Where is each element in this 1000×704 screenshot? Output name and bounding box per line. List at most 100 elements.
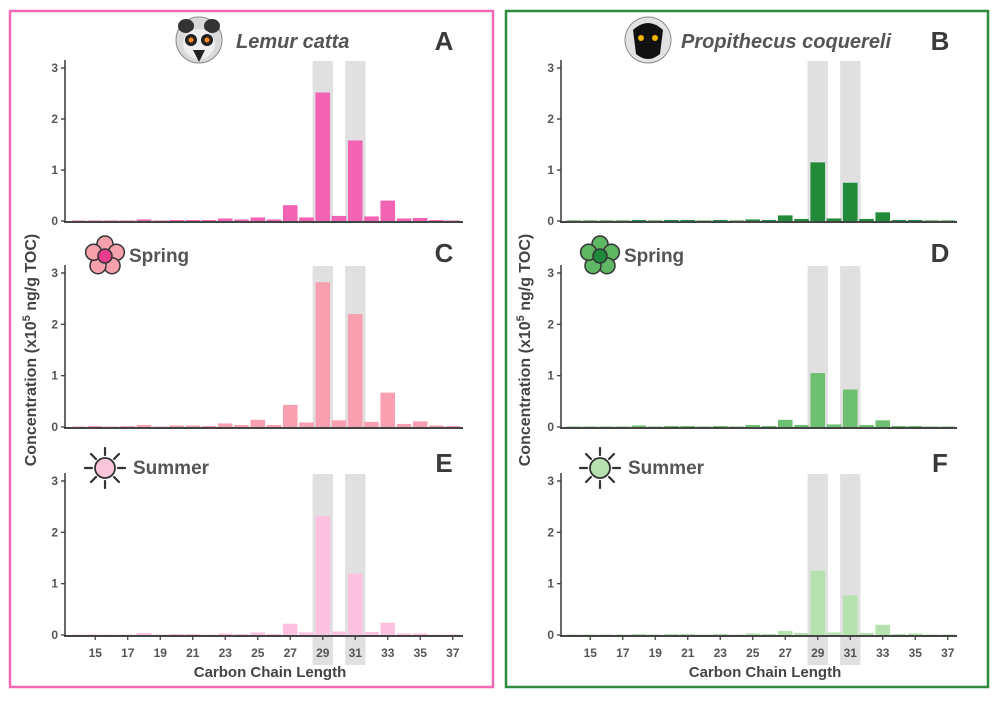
bar-A-c28 bbox=[299, 217, 314, 221]
bar-F-c31 bbox=[842, 595, 858, 635]
bar-B-c36 bbox=[924, 220, 939, 221]
bar-E-c19 bbox=[152, 634, 168, 635]
bar-D-c16 bbox=[599, 426, 614, 427]
y-axis-title-right: Concentration (x105 ng/g TOC) bbox=[515, 234, 534, 467]
bar-B-c15 bbox=[582, 220, 598, 221]
bar-D-c37 bbox=[940, 426, 956, 427]
xtick-label-F-27: 27 bbox=[779, 646, 793, 660]
bar-B-c23 bbox=[712, 219, 728, 221]
bar-C-c20 bbox=[169, 425, 184, 427]
bar-A-c27 bbox=[282, 205, 298, 221]
x-axis-title-left: Carbon Chain Length bbox=[194, 664, 347, 681]
ytick-label-E-2: 2 bbox=[51, 525, 58, 539]
bar-A-c32 bbox=[364, 216, 379, 221]
xtick-label-E-17: 17 bbox=[121, 646, 135, 660]
bar-C-c36 bbox=[429, 425, 444, 427]
ytick-label-F-2: 2 bbox=[547, 525, 554, 539]
ytick-label-E-3: 3 bbox=[51, 474, 58, 488]
bar-F-c28 bbox=[794, 632, 809, 635]
bar-D-c26 bbox=[761, 425, 777, 427]
panel-letter-C: C bbox=[435, 238, 454, 268]
xtick-label-E-31: 31 bbox=[349, 646, 363, 660]
bar-A-c30 bbox=[331, 215, 347, 221]
bar-D-c30 bbox=[826, 424, 842, 427]
bar-E-c15 bbox=[87, 634, 103, 635]
bar-E-c14 bbox=[71, 634, 87, 635]
bar-D-c15 bbox=[582, 426, 598, 427]
bar-F-c24 bbox=[729, 634, 744, 635]
summer-sun-icon-left bbox=[83, 446, 127, 490]
bar-B-c17 bbox=[615, 220, 631, 221]
bar-C-c25 bbox=[250, 419, 266, 427]
xtick-label-E-29: 29 bbox=[316, 646, 330, 660]
bar-E-c29 bbox=[315, 515, 331, 635]
bar-A-c14 bbox=[71, 220, 87, 221]
bar-F-c26 bbox=[761, 633, 777, 635]
bar-B-c18 bbox=[631, 219, 647, 221]
bar-C-c34 bbox=[396, 423, 412, 427]
bar-B-c21 bbox=[680, 219, 696, 221]
ytick-label-E-0: 0 bbox=[51, 628, 58, 642]
bar-C-c14 bbox=[71, 426, 87, 427]
ytick-label-B-2: 2 bbox=[547, 112, 554, 126]
x-axis-title-right: Carbon Chain Length bbox=[689, 664, 842, 681]
bar-D-c33 bbox=[875, 420, 891, 427]
ytick-label-C-2: 2 bbox=[51, 317, 58, 331]
bar-A-c16 bbox=[104, 220, 119, 221]
bar-C-c19 bbox=[152, 426, 168, 427]
ytick-label-D-2: 2 bbox=[547, 317, 554, 331]
bar-E-c27 bbox=[282, 623, 298, 635]
lemur-catta-icon bbox=[175, 16, 223, 64]
ytick-label-A-2: 2 bbox=[51, 112, 58, 126]
bar-E-c31 bbox=[347, 573, 363, 635]
bar-A-c17 bbox=[120, 220, 136, 221]
bar-E-c26 bbox=[266, 633, 282, 635]
bar-E-c28 bbox=[299, 632, 314, 635]
bar-B-c33 bbox=[875, 212, 891, 221]
y-axis-title-left: Concentration (x105 ng/g TOC) bbox=[21, 234, 40, 467]
bar-F-c22 bbox=[696, 634, 712, 635]
propithecus-icon bbox=[624, 16, 672, 64]
bar-B-c29 bbox=[810, 162, 826, 221]
panel-letter-F: F bbox=[932, 448, 948, 478]
bar-A-c21 bbox=[185, 219, 201, 221]
frame-right bbox=[504, 9, 990, 689]
bar-F-c29 bbox=[810, 570, 826, 635]
xtick-label-F-19: 19 bbox=[649, 646, 663, 660]
xtick-label-E-25: 25 bbox=[251, 646, 265, 660]
bar-B-c20 bbox=[664, 219, 679, 221]
bar-B-c34 bbox=[891, 219, 907, 221]
bar-B-c27 bbox=[777, 215, 793, 221]
bar-F-c23 bbox=[712, 633, 728, 635]
ytick-label-D-1: 1 bbox=[547, 369, 554, 383]
bar-E-c16 bbox=[104, 634, 119, 635]
bar-D-c25 bbox=[745, 424, 761, 427]
bar-A-c37 bbox=[445, 220, 461, 221]
bar-F-c15 bbox=[582, 634, 598, 635]
bar-A-c26 bbox=[266, 219, 282, 221]
bar-E-c25 bbox=[250, 632, 266, 635]
bar-A-c20 bbox=[169, 219, 184, 221]
season-label-spring-left: Spring bbox=[129, 246, 189, 267]
bar-E-c21 bbox=[185, 633, 201, 635]
bar-E-c20 bbox=[169, 633, 184, 635]
bar-B-c35 bbox=[907, 219, 923, 221]
bar-F-c25 bbox=[745, 633, 761, 635]
bar-D-c24 bbox=[729, 426, 744, 427]
bar-D-c32 bbox=[859, 424, 874, 427]
bar-B-c22 bbox=[696, 220, 712, 221]
bar-C-c29 bbox=[315, 282, 331, 427]
xtick-label-E-37: 37 bbox=[446, 646, 460, 660]
bar-E-c24 bbox=[234, 633, 249, 635]
panel-letter-E: E bbox=[435, 448, 452, 478]
bar-A-c34 bbox=[396, 218, 412, 221]
bar-B-c37 bbox=[940, 220, 956, 221]
bar-D-c21 bbox=[680, 425, 696, 427]
bar-E-c23 bbox=[217, 633, 233, 635]
ytick-label-C-3: 3 bbox=[51, 266, 58, 280]
xtick-label-F-15: 15 bbox=[584, 646, 598, 660]
ytick-label-C-0: 0 bbox=[51, 420, 58, 434]
bar-D-c14 bbox=[566, 426, 582, 427]
frame-left bbox=[8, 9, 495, 689]
bar-F-c32 bbox=[859, 632, 874, 635]
